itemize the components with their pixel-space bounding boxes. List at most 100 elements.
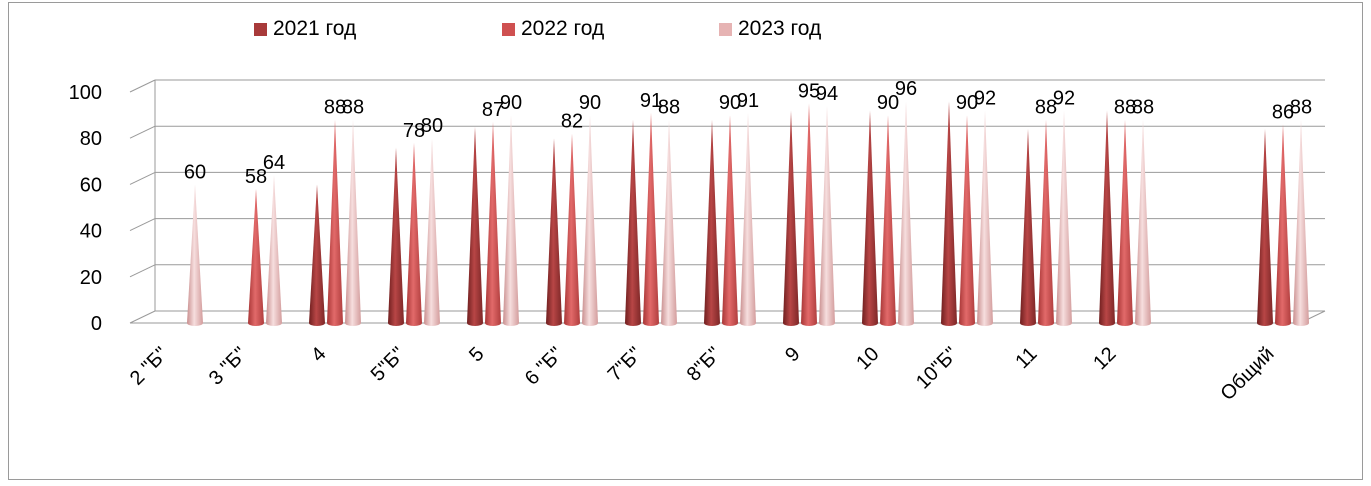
gridline-edge bbox=[129, 125, 156, 139]
category-label: 6 "Б" bbox=[521, 343, 568, 390]
cone-mark bbox=[1257, 128, 1273, 326]
data-label: 58 bbox=[245, 166, 267, 188]
data-label: 86 bbox=[1272, 101, 1294, 123]
gridline-edge bbox=[129, 171, 156, 185]
data-label: 87 bbox=[482, 99, 504, 121]
legend-label-2023: 2023 год bbox=[738, 17, 822, 40]
cone-mark bbox=[266, 175, 282, 326]
cone-mark bbox=[187, 184, 203, 326]
cone-mark bbox=[345, 119, 361, 326]
category-label: 11 bbox=[1011, 343, 1041, 373]
cone-mark bbox=[941, 101, 957, 327]
legend-item-2022: 2022 год bbox=[502, 17, 604, 41]
cone-mark bbox=[582, 115, 598, 326]
cone-mark bbox=[977, 110, 993, 326]
cone-mark bbox=[959, 115, 975, 326]
cone-layer bbox=[187, 101, 1309, 327]
data-label: 92 bbox=[974, 87, 996, 109]
cone-mark bbox=[1275, 124, 1291, 326]
category-label: 3 "Б" bbox=[205, 343, 252, 390]
legend-item-2021: 2021 год bbox=[254, 17, 356, 41]
data-label: 88 bbox=[1114, 97, 1136, 119]
cone-mark bbox=[406, 142, 422, 326]
cone-mark bbox=[485, 122, 501, 326]
category-label: 5"Б" bbox=[367, 343, 410, 386]
cone-mark bbox=[1056, 110, 1072, 326]
chart-frame: 2021 год 2022 год 2023 год bbox=[8, 2, 1363, 480]
cone-mark bbox=[424, 138, 440, 326]
cone-mark bbox=[467, 126, 483, 327]
cone-mark bbox=[625, 119, 641, 326]
cone-mark bbox=[546, 138, 562, 326]
cone-mark bbox=[503, 115, 519, 326]
cone-mark bbox=[1293, 119, 1309, 326]
category-label: 9 bbox=[781, 343, 804, 366]
category-label: 10"Б" bbox=[912, 343, 963, 394]
gridline-edge bbox=[129, 79, 156, 93]
cone-mark bbox=[661, 119, 677, 326]
legend-label-2021: 2021 год bbox=[273, 17, 357, 40]
cone-mark bbox=[801, 103, 817, 326]
data-label: 90 bbox=[719, 92, 741, 114]
y-axis-ticks: 0 20 40 60 80 100 bbox=[69, 82, 102, 335]
cone-mark bbox=[309, 184, 325, 326]
cone-mark bbox=[1135, 119, 1151, 326]
data-label: 88 bbox=[1035, 97, 1057, 119]
data-label: 91 bbox=[737, 90, 759, 112]
category-label: 8"Б" bbox=[683, 343, 726, 386]
data-label: 90 bbox=[500, 92, 522, 114]
category-axis-labels: 2 "Б" 3 "Б" 4 5"Б" 5 6 "Б" 7"Б" 8"Б" 9 10 10"Б" 11 1… bbox=[126, 343, 1279, 405]
gridline-edge bbox=[129, 310, 156, 324]
cone-mark bbox=[722, 115, 738, 326]
category-label: 5 bbox=[465, 343, 488, 366]
data-label: 92 bbox=[1053, 87, 1075, 109]
cone-mark bbox=[388, 147, 404, 326]
data-label: 88 bbox=[1132, 97, 1154, 119]
data-label: 95 bbox=[798, 81, 820, 103]
cone-mark bbox=[1020, 128, 1036, 326]
data-label: 94 bbox=[816, 83, 838, 105]
data-label: 88 bbox=[658, 97, 680, 119]
cone-mark bbox=[880, 115, 896, 326]
cone-mark bbox=[1117, 119, 1133, 326]
data-label: 88 bbox=[324, 97, 346, 119]
y-tick-label: 60 bbox=[80, 174, 102, 196]
category-label: 7"Б" bbox=[604, 343, 647, 386]
cone-mark bbox=[1099, 110, 1115, 326]
data-label: 78 bbox=[403, 120, 425, 142]
data-label: 80 bbox=[421, 115, 443, 137]
legend-swatch-2021 bbox=[254, 22, 267, 36]
y-tick-label: 20 bbox=[80, 267, 102, 289]
legend-label-2022: 2022 год bbox=[521, 17, 605, 40]
y-tick-label: 100 bbox=[69, 82, 102, 104]
cone-mark bbox=[704, 119, 720, 326]
legend-swatch-2022 bbox=[502, 22, 515, 36]
data-label: 82 bbox=[561, 111, 583, 133]
data-label: 96 bbox=[895, 78, 917, 100]
category-label: 12 bbox=[1089, 343, 1120, 374]
gridline-edge bbox=[129, 218, 156, 232]
y-tick-label: 40 bbox=[80, 221, 102, 243]
cone-mark bbox=[327, 119, 343, 326]
data-label: 90 bbox=[579, 92, 601, 114]
category-label: 10 bbox=[852, 343, 883, 374]
y-tick-label: 80 bbox=[80, 128, 102, 150]
cone-mark bbox=[740, 112, 756, 326]
legend-swatch-2023 bbox=[719, 22, 732, 36]
data-label: 88 bbox=[1290, 97, 1312, 119]
category-label: Общий bbox=[1216, 343, 1278, 405]
cone-mark bbox=[862, 110, 878, 326]
cone-mark bbox=[819, 105, 835, 326]
cone-mark bbox=[1038, 119, 1054, 326]
gridline-edge bbox=[129, 264, 156, 278]
data-label: 88 bbox=[342, 97, 364, 119]
category-label: 4 bbox=[307, 343, 330, 366]
cone-mark bbox=[643, 112, 659, 326]
data-label: 64 bbox=[263, 152, 285, 174]
data-label: 60 bbox=[184, 161, 206, 183]
cone-mark bbox=[564, 133, 580, 326]
data-label: 91 bbox=[640, 90, 662, 112]
cone-mark bbox=[248, 189, 264, 326]
